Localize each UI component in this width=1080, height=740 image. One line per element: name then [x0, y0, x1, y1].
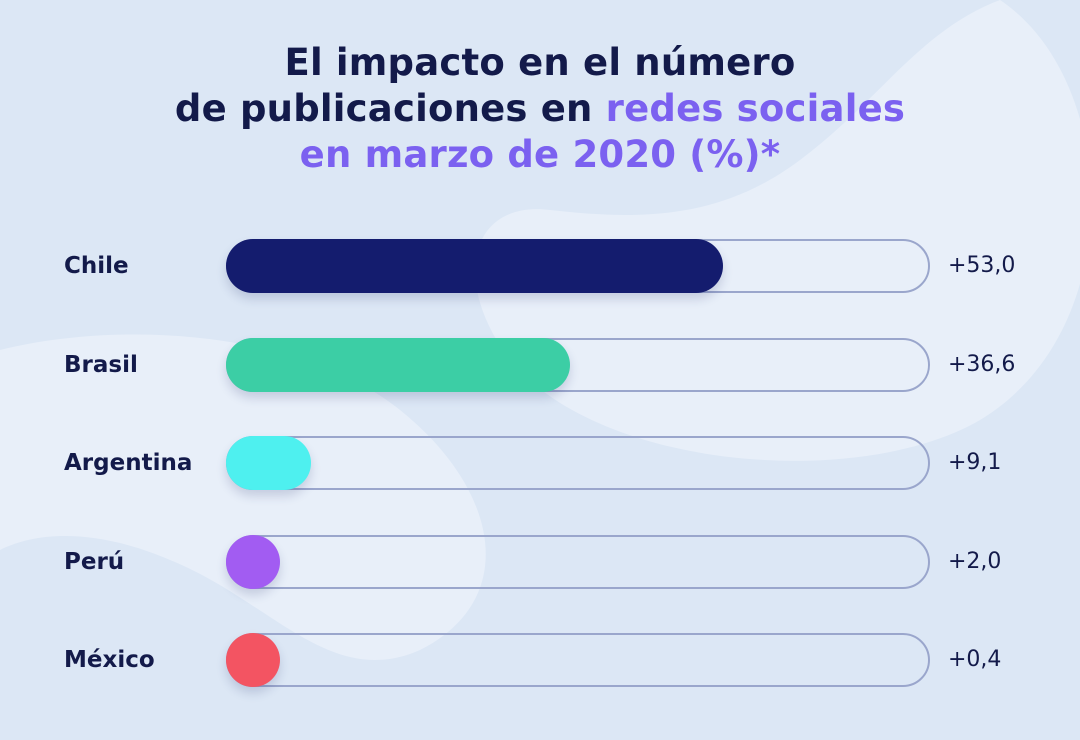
- value-label: +0,4: [948, 647, 1002, 672]
- bar-track: [226, 534, 930, 589]
- bar-row: Argentina +9,1: [0, 436, 1080, 490]
- background-blob-left: [0, 334, 486, 661]
- category-label: Brasil: [64, 351, 138, 378]
- value-label: +36,6: [948, 351, 1016, 377]
- category-label: Perú: [64, 548, 125, 575]
- category-label: Chile: [64, 253, 129, 279]
- chart-title-line1: El impacto en el número: [284, 41, 796, 84]
- bar: [226, 239, 724, 293]
- category-label: Argentina: [64, 450, 193, 476]
- bar-track: [226, 436, 930, 490]
- bar-track: [226, 633, 930, 687]
- bar: [226, 337, 570, 392]
- bar: [226, 534, 280, 589]
- bar-row: Perú +2,0: [0, 534, 1080, 589]
- value-label: +2,0: [948, 548, 1002, 574]
- chart-title-line3: en marzo de 2020 (%)*: [299, 133, 781, 176]
- bar: [226, 633, 280, 687]
- chart-title: El impacto en el número de publicaciones…: [0, 40, 1080, 178]
- value-label: +9,1: [948, 450, 1002, 475]
- chart-title-highlight: redes sociales: [605, 87, 906, 130]
- bar-row: Brasil +36,6: [0, 337, 1080, 392]
- background-blob-right: [475, 0, 1080, 461]
- chart-title-line2-plain: de publicaciones en: [174, 87, 606, 130]
- value-label: +53,0: [948, 253, 1016, 278]
- bar: [226, 436, 312, 490]
- bar-row: México +0,4: [0, 633, 1080, 687]
- bar-row: Chile +53,0: [0, 239, 1080, 293]
- chart-title-line2: de publicaciones en redes sociales: [0, 86, 1080, 132]
- category-label: México: [64, 647, 155, 673]
